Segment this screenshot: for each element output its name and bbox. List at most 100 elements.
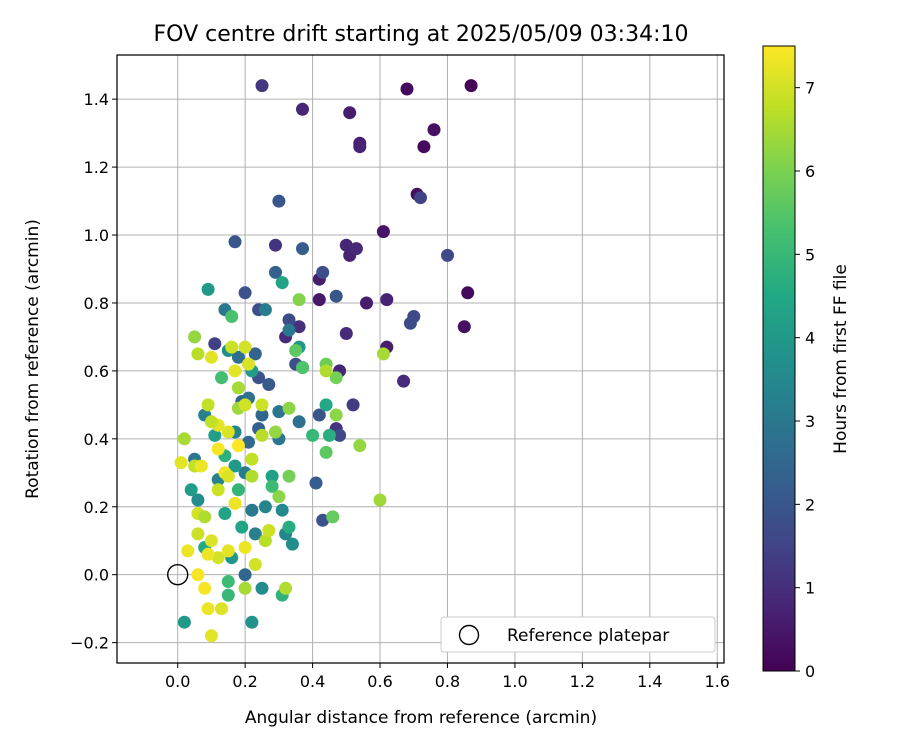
data-point <box>316 513 330 527</box>
data-point <box>208 337 222 351</box>
data-point <box>414 191 427 205</box>
data-point <box>211 442 225 456</box>
y-tick-label: 0.6 <box>84 362 109 381</box>
data-point <box>349 242 363 256</box>
data-point <box>221 469 235 483</box>
colorbar-tick-label: 2 <box>805 495 815 514</box>
x-tick-label: 0.8 <box>435 672 460 691</box>
y-axis-ticks: −0.2 0.0 0.2 0.4 0.6 0.8 1.0 1.2 1.4 <box>70 90 117 653</box>
data-point <box>282 401 296 415</box>
x-tick-label: 0.0 <box>165 672 190 691</box>
data-point <box>238 541 252 554</box>
data-point <box>191 568 205 582</box>
data-point <box>296 361 309 374</box>
data-point <box>245 503 259 517</box>
data-point <box>198 510 212 524</box>
data-point <box>322 428 336 442</box>
data-point <box>296 242 309 256</box>
data-point <box>285 537 299 551</box>
data-point <box>306 428 320 442</box>
data-point <box>373 493 387 507</box>
data-point <box>204 534 218 548</box>
colorbar <box>762 45 796 672</box>
data-point <box>255 581 269 595</box>
y-tick-label: 1.0 <box>84 226 109 245</box>
colorbar-tick-label: 7 <box>805 79 815 98</box>
x-tick-label: 0.6 <box>367 672 392 691</box>
legend: Reference platepar <box>440 616 716 653</box>
data-point <box>403 316 417 330</box>
data-point <box>228 459 242 473</box>
data-point <box>329 371 343 385</box>
data-point <box>275 276 289 290</box>
data-point <box>258 303 272 317</box>
data-point <box>282 520 296 534</box>
data-point <box>292 415 306 429</box>
data-point <box>225 310 239 323</box>
data-point <box>292 320 306 334</box>
data-point <box>292 293 306 307</box>
data-point <box>258 500 272 514</box>
data-point <box>221 575 235 588</box>
data-point <box>282 323 296 337</box>
data-point <box>204 629 218 643</box>
data-point <box>312 408 326 422</box>
data-point <box>248 527 262 541</box>
x-tick-label: 0.4 <box>300 672 325 691</box>
colorbar-tick-label: 4 <box>805 329 815 348</box>
data-point <box>282 469 296 483</box>
reference-platepar-marker <box>166 563 189 586</box>
colorbar-tick-label: 5 <box>805 245 815 264</box>
y-tick-label: 0.8 <box>84 294 109 313</box>
legend-marker <box>458 624 480 646</box>
data-point <box>238 568 252 582</box>
data-point <box>228 496 242 510</box>
y-tick-label: 1.2 <box>84 158 109 177</box>
data-point <box>258 534 272 548</box>
data-point <box>339 238 353 252</box>
data-point <box>360 296 373 310</box>
data-point <box>316 265 330 279</box>
data-point <box>238 581 252 595</box>
data-point <box>245 615 259 629</box>
data-point <box>319 364 333 378</box>
data-point <box>228 364 242 378</box>
data-point <box>177 432 191 446</box>
data-point <box>198 581 212 595</box>
data-point <box>238 340 252 354</box>
x-tick-label: 1.6 <box>705 672 730 691</box>
colorbar-tick-label: 6 <box>805 162 815 181</box>
data-point <box>211 483 225 497</box>
data-point <box>204 350 218 364</box>
data-point <box>400 82 414 96</box>
data-point <box>346 398 360 412</box>
data-point <box>221 425 235 439</box>
data-point <box>464 79 478 93</box>
data-point <box>201 602 215 616</box>
data-point <box>309 476 323 490</box>
legend-box <box>440 616 716 653</box>
data-point <box>380 293 394 307</box>
data-point <box>177 615 191 629</box>
y-tick-label: −0.2 <box>70 634 109 653</box>
y-tick-label: 0.4 <box>84 430 109 449</box>
data-point <box>353 140 367 154</box>
data-point <box>282 313 296 327</box>
data-point <box>272 490 286 504</box>
data-point <box>265 469 279 483</box>
data-point <box>329 408 343 422</box>
data-point <box>215 371 228 385</box>
data-point <box>279 581 293 595</box>
data-point <box>272 194 286 208</box>
data-point <box>255 408 269 422</box>
data-point <box>343 106 357 120</box>
data-point <box>269 425 282 439</box>
data-point <box>245 452 259 466</box>
data-point <box>397 374 411 388</box>
x-axis-ticks: 0.0 0.2 0.4 0.6 0.8 1.0 1.2 1.4 1.6 <box>165 663 730 691</box>
legend-entry-label: Reference platepar <box>507 626 669 646</box>
data-point <box>191 527 205 541</box>
data-point <box>312 293 326 307</box>
colorbar-tick-label: 0 <box>805 662 815 681</box>
